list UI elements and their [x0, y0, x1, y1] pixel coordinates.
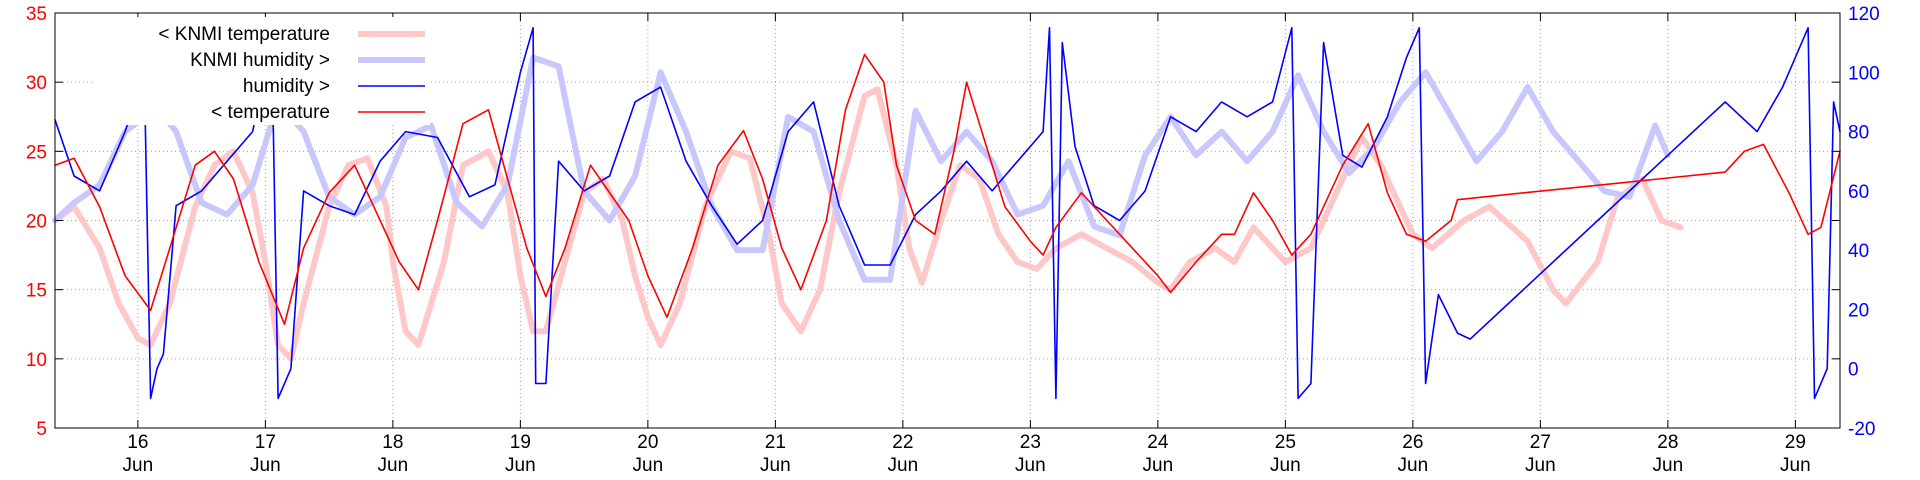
x-tick-label-month: Jun [123, 455, 154, 476]
x-tick-label-day: 21 [765, 432, 786, 453]
x-tick-label-month: Jun [633, 455, 664, 476]
legend-label-3: < temperature [211, 102, 330, 123]
x-tick-label-day: 16 [127, 432, 148, 453]
legend-label-0: < KNMI temperature [158, 24, 330, 45]
x-tick-label-day: 17 [255, 432, 276, 453]
x-tick-label-day: 28 [1657, 432, 1678, 453]
x-tick-label-day: 26 [1402, 432, 1423, 453]
legend: < KNMI temperature KNMI humidity > humidit… [95, 17, 430, 125]
y-right-tick-label: 120 [1848, 4, 1880, 25]
x-tick-label-month: Jun [378, 455, 409, 476]
x-tick-label-month: Jun [1780, 455, 1811, 476]
legend-label-2: humidity > [243, 76, 330, 97]
y-left-tick-label: 25 [26, 142, 47, 163]
y-left-tick-label: 5 [36, 419, 47, 440]
x-tick-label-month: Jun [888, 455, 919, 476]
y-left-tick-label: 30 [26, 73, 47, 94]
x-tick-label-day: 23 [1020, 432, 1041, 453]
x-tick-label-month: Jun [1015, 455, 1046, 476]
x-tick-label-day: 25 [1275, 432, 1296, 453]
axis-ticks: 5101520253035-2002040608010012016Jun17Ju… [26, 4, 1880, 476]
x-tick-label-day: 24 [1147, 432, 1169, 453]
x-tick-label-day: 20 [637, 432, 658, 453]
x-tick-label-month: Jun [1398, 455, 1429, 476]
x-tick-label-month: Jun [505, 455, 536, 476]
y-left-tick-label: 35 [26, 4, 47, 25]
x-tick-label-month: Jun [1653, 455, 1684, 476]
x-tick-label-day: 19 [510, 432, 531, 453]
x-tick-label-month: Jun [1143, 455, 1174, 476]
x-tick-label-month: Jun [1525, 455, 1556, 476]
y-right-tick-label: 80 [1848, 123, 1869, 144]
x-tick-label-day: 18 [382, 432, 403, 453]
y-left-tick-label: 10 [26, 350, 47, 371]
x-tick-label-day: 29 [1785, 432, 1806, 453]
y-right-tick-label: 100 [1848, 63, 1880, 84]
series-line-3 [54, 53, 1841, 326]
y-right-tick-label: 20 [1848, 300, 1869, 321]
y-right-tick-label: 60 [1848, 182, 1869, 203]
series-line-2 [54, 26, 1841, 400]
series-line-0 [52, 86, 1684, 362]
y-left-tick-label: 20 [26, 212, 47, 233]
legend-label-1: KNMI humidity > [190, 50, 330, 71]
series-layer [52, 26, 1841, 400]
x-tick-label-month: Jun [1270, 455, 1301, 476]
x-tick-label-day: 22 [892, 432, 913, 453]
y-right-tick-label: 40 [1848, 241, 1869, 262]
y-right-tick-label: 0 [1848, 360, 1859, 381]
series-line-1 [52, 54, 1671, 283]
x-tick-label-month: Jun [760, 455, 791, 476]
y-left-tick-label: 15 [26, 281, 47, 302]
x-tick-label-day: 27 [1530, 432, 1551, 453]
x-tick-label-month: Jun [250, 455, 281, 476]
y-right-tick-label: -20 [1848, 419, 1875, 440]
